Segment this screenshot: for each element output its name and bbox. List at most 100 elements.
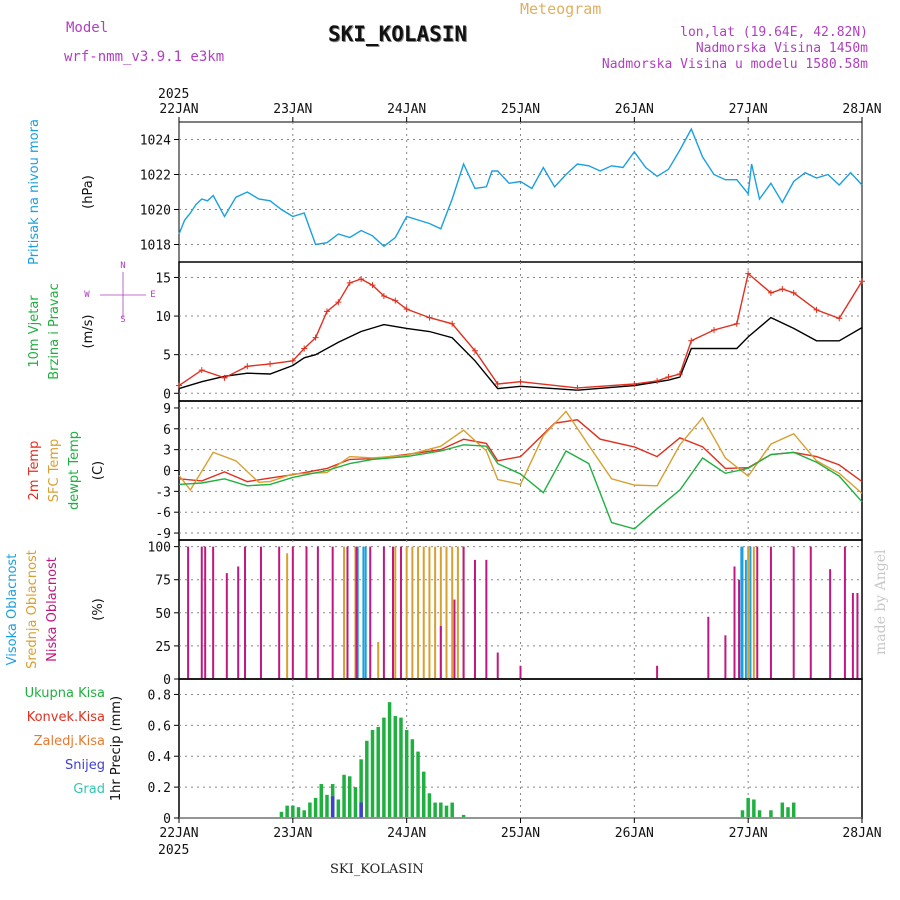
bar-clouds-2-13 <box>346 546 349 679</box>
axis-label-wind-0: 10m Vjetar <box>27 295 42 368</box>
unit-label-wind: (m/s) <box>81 315 96 349</box>
year-bottom: 2025 <box>158 843 189 858</box>
bar-precip-0-19 <box>387 702 392 818</box>
panel-frame-precip <box>178 678 863 819</box>
gust-marker <box>301 345 308 352</box>
bar-precip-0-4 <box>302 810 306 818</box>
bar-precip-1-0 <box>330 796 335 818</box>
gust-marker <box>574 384 581 391</box>
bar-precip-0-12 <box>348 776 352 818</box>
precip-legend-2: Zaledj.Kisa <box>34 734 105 749</box>
bar-precip-0-10 <box>336 799 341 818</box>
bar-clouds-2-19 <box>439 626 442 679</box>
gust-marker <box>688 337 695 344</box>
ytick-label: 100 <box>148 541 171 556</box>
xtick-top-22JAN: 22JAN <box>159 102 198 117</box>
gust-marker <box>267 360 274 367</box>
xtick-bottom-23JAN: 23JAN <box>273 826 312 841</box>
compass-S: S <box>120 315 125 325</box>
gust-marker <box>665 374 672 381</box>
ytick-label: 1022 <box>140 169 171 184</box>
bar-clouds-2-23 <box>485 559 488 679</box>
xtick-top-25JAN: 25JAN <box>501 102 540 117</box>
bar-clouds-2-12 <box>331 546 334 679</box>
bar-clouds-0-6 <box>749 546 752 679</box>
bar-precip-1-1 <box>359 802 363 818</box>
footer-title: SKI_KOLASIN <box>330 862 424 877</box>
bar-clouds-2-34 <box>809 546 812 679</box>
bar-clouds-2-29 <box>733 566 736 679</box>
bar-clouds-1-14 <box>456 546 459 679</box>
gust-marker <box>323 308 330 315</box>
bar-clouds-2-6 <box>244 546 247 679</box>
bar-clouds-1-18 <box>752 546 755 679</box>
bar-precip-0-22 <box>404 729 409 818</box>
bar-clouds-2-38 <box>856 592 859 679</box>
gust-marker <box>813 306 820 313</box>
bar-precip-0-17 <box>376 726 380 818</box>
gust-marker <box>676 370 683 377</box>
gust-marker <box>494 381 501 388</box>
bar-clouds-1-5 <box>405 546 408 679</box>
bar-clouds-1-2 <box>354 546 357 679</box>
bar-clouds-2-5 <box>237 566 240 679</box>
lonlat-label: lon,lat (19.64E, 42.82N) <box>680 25 868 40</box>
line-wind-0 <box>178 316 863 391</box>
bar-clouds-2-33 <box>792 546 795 679</box>
bar-precip-0-34 <box>752 799 756 818</box>
bar-clouds-2-25 <box>519 665 522 679</box>
axis-label-pressure-0: Pritisak na nivou mora <box>27 119 42 265</box>
gust-marker <box>745 270 752 277</box>
line-pressure-0 <box>178 127 863 248</box>
bar-clouds-2-10 <box>305 546 308 679</box>
ytick-label: -9 <box>155 527 171 542</box>
bar-clouds-0-3 <box>740 546 743 679</box>
unit-label-pressure: (hPa) <box>81 175 96 209</box>
gust-marker <box>631 381 638 388</box>
unit-label-precip: 1hr Precip (mm) <box>109 696 124 801</box>
bar-precip-0-7 <box>319 784 324 818</box>
ytick-label: 3 <box>163 444 171 459</box>
xtick-top-28JAN: 28JAN <box>842 102 881 117</box>
bar-precip-0-21 <box>399 717 403 818</box>
bar-clouds-2-8 <box>278 546 281 679</box>
bar-precip-0-38 <box>786 807 790 818</box>
ytick-label: 50 <box>155 607 171 622</box>
gust-marker <box>471 347 478 354</box>
ytick-label: 0 <box>163 812 171 827</box>
ytick-label: 0 <box>163 673 171 688</box>
gust-marker <box>517 378 524 385</box>
ytick-label: 5 <box>163 349 171 364</box>
bar-precip-0-35 <box>757 810 762 818</box>
bar-clouds-2-32 <box>769 546 772 679</box>
bar-precip-0-14 <box>359 759 363 818</box>
bar-precip-0-24 <box>416 751 420 818</box>
ytick-label: 15 <box>155 271 171 286</box>
bar-precip-0-2 <box>291 805 295 818</box>
axis-label-clouds-0: Visoka Oblacnost <box>5 554 20 666</box>
ytick-label: 9 <box>163 402 171 417</box>
precip-legend-1: Konvek.Kisa <box>27 710 105 725</box>
bar-clouds-2-37 <box>851 592 854 679</box>
bar-clouds-2-9 <box>291 546 294 679</box>
xtick-top-27JAN: 27JAN <box>729 102 768 117</box>
gust-marker <box>221 374 228 381</box>
bar-precip-0-32 <box>740 810 745 818</box>
bar-clouds-2-28 <box>724 635 727 679</box>
compass-E: E <box>150 290 155 300</box>
ytick-label: 6 <box>163 423 171 438</box>
ytick-label: 0.6 <box>148 719 171 734</box>
bar-clouds-2-26 <box>656 665 659 679</box>
gust-marker <box>426 314 433 321</box>
compass-N: N <box>120 261 125 271</box>
bar-clouds-1-17 <box>747 546 750 679</box>
ytick-label: 0.8 <box>148 688 171 703</box>
bar-clouds-1-9 <box>428 546 431 679</box>
gust-marker <box>711 326 718 333</box>
bar-clouds-1-0 <box>286 553 289 679</box>
bar-clouds-0-0 <box>356 546 359 679</box>
bar-clouds-2-27 <box>707 616 710 679</box>
gust-marker <box>733 320 740 327</box>
bar-clouds-2-16 <box>382 546 385 679</box>
gust-marker <box>198 367 205 374</box>
